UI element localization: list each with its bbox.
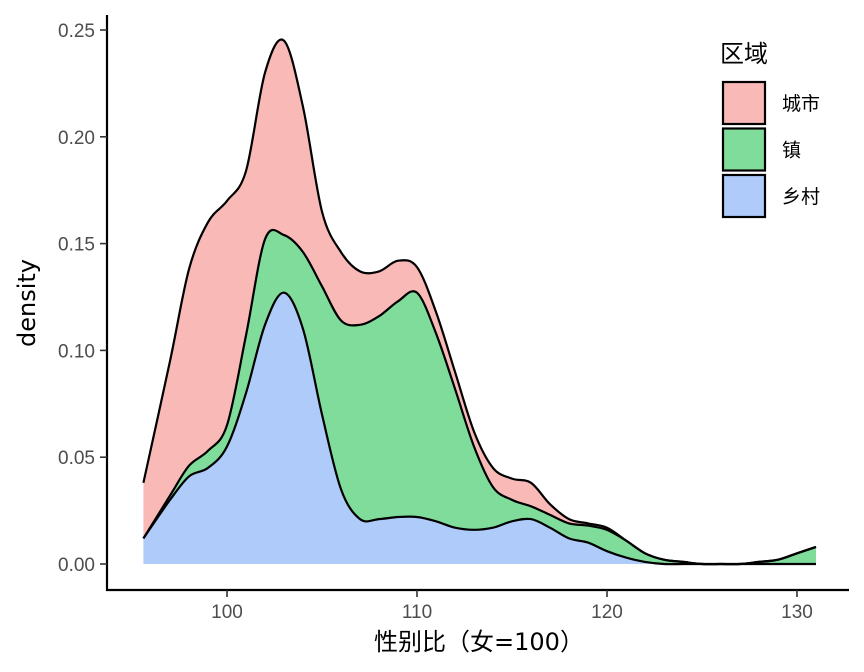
legend-key-城市 (721, 80, 767, 126)
y-tick-label: 0.10 (58, 341, 95, 362)
y-tick-label: 0.00 (58, 555, 95, 576)
y-tick-label: 0.05 (58, 448, 95, 469)
legend-label-镇: 镇 (782, 140, 801, 162)
y-axis-title: density (13, 259, 41, 347)
x-ticks: 100 110 120 130 (211, 590, 813, 623)
outline-城市 (142, 38, 817, 566)
y-tick-label: 0.15 (58, 235, 95, 256)
x-tick-label: 120 (591, 602, 623, 623)
axes: 0.00 0.05 0.10 0.15 0.20 0.25 100 110 120 130 (58, 15, 849, 623)
legend-label-城市: 城市 (782, 93, 820, 115)
stacked-areas (142, 38, 817, 566)
x-tick-label: 130 (781, 602, 813, 623)
area-乡村 (143, 292, 816, 565)
legend-key-镇 (721, 127, 767, 172)
y-ticks: 0.00 0.05 0.10 0.15 0.20 0.25 (58, 21, 107, 576)
y-tick-label: 0.25 (58, 21, 95, 42)
legend-label-乡村: 乡村 (782, 186, 820, 208)
area-城市 (143, 39, 816, 565)
legend-title: 区域 (720, 40, 768, 68)
y-tick-label: 0.20 (58, 128, 95, 149)
x-tick-label: 110 (402, 602, 432, 623)
x-tick-label: 100 (211, 602, 243, 623)
legend-key-乡村 (721, 173, 767, 219)
area-镇 (143, 229, 816, 565)
x-axis-title: 性别比（女=100） (374, 628, 584, 656)
